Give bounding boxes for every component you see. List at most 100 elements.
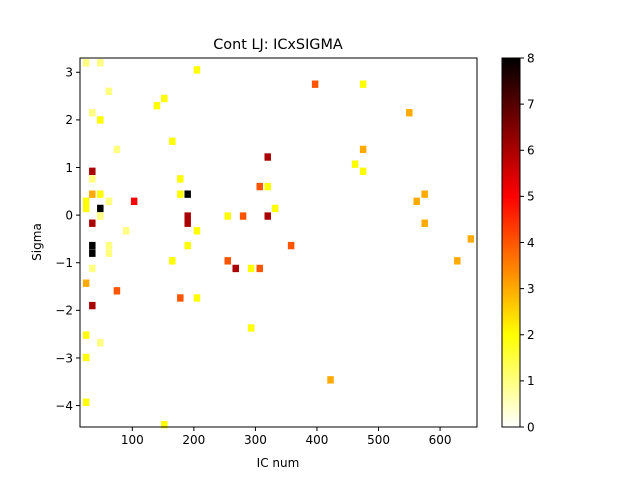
colorbar-tick-label: 6 xyxy=(527,144,535,158)
y-tick-label: 0 xyxy=(65,208,73,222)
y-tick-label: 2 xyxy=(65,113,73,127)
colorbar-tick-label: 7 xyxy=(527,97,535,111)
colorbar-ticks: 0 1 2 3 4 5 6 7 8 xyxy=(520,51,535,434)
colorbar-tick-label: 5 xyxy=(527,190,535,204)
y-axis-label: Sigma xyxy=(30,223,44,261)
heatmap-cell xyxy=(177,175,184,183)
heatmap-cell xyxy=(177,190,184,198)
heatmap-cell xyxy=(82,204,90,213)
heatmap-cell xyxy=(82,197,90,205)
heatmap-cell xyxy=(161,94,168,103)
x-axis-ticks: 100 200 300 400 500 600 xyxy=(121,427,452,447)
heatmap-cell xyxy=(82,59,90,67)
chart-title: Cont LJ: ICxSIGMA xyxy=(213,37,343,53)
heatmap-cell xyxy=(105,197,113,205)
heatmap-cell xyxy=(97,116,104,124)
heatmap-cell xyxy=(327,376,334,384)
colorbar-tick-label: 1 xyxy=(527,374,535,388)
heatmap-cell xyxy=(256,182,263,191)
heatmap-cell xyxy=(359,80,367,88)
heatmap-cell xyxy=(113,287,121,295)
heatmap-cell xyxy=(113,145,121,154)
heatmap-cell xyxy=(82,331,90,339)
heatmap-cell xyxy=(97,190,104,198)
heatmap-cell xyxy=(224,212,231,220)
heatmap-cell xyxy=(169,137,176,146)
heatmap-cell xyxy=(89,167,96,176)
heatmap-cell xyxy=(89,241,96,250)
heatmap-cell xyxy=(169,257,176,265)
heatmap-cell xyxy=(82,353,90,362)
heatmap-cell xyxy=(89,175,96,183)
heatmap-cell xyxy=(105,87,113,96)
heatmap-cell xyxy=(454,257,461,265)
heatmap-cell xyxy=(256,264,263,273)
x-tick-label: 100 xyxy=(121,433,144,447)
heatmap-cell xyxy=(89,109,96,117)
heatmap-cell xyxy=(184,190,191,198)
heatmap-cell xyxy=(161,420,168,429)
y-tick-label: −3 xyxy=(55,351,73,365)
y-tick-label: −4 xyxy=(55,399,73,413)
y-axis-ticks: −4 −3 −2 −1 0 1 2 3 xyxy=(55,66,80,413)
plot-area-frame xyxy=(79,57,478,428)
heatmap-cell xyxy=(413,197,420,205)
heatmap-cell xyxy=(130,197,138,205)
heatmap-cell xyxy=(105,249,113,257)
heatmap-cell xyxy=(122,227,130,235)
colorbar-tick-label: 8 xyxy=(527,51,535,65)
colorbar-tick-label: 4 xyxy=(527,236,535,250)
heatmap-cell xyxy=(184,241,191,250)
heatmap-cell xyxy=(421,190,428,198)
heatmap-cell xyxy=(271,204,279,213)
y-tick-label: −1 xyxy=(55,256,73,270)
y-tick-label: 1 xyxy=(65,161,73,175)
y-tick-label: −2 xyxy=(55,304,73,318)
heatmap-cell xyxy=(89,264,96,273)
heatmap-cells xyxy=(82,59,475,429)
heatmap-cell xyxy=(421,219,428,227)
heatmap-cell xyxy=(82,398,90,406)
y-tick-label: 3 xyxy=(65,66,73,80)
heatmap-cell xyxy=(247,264,255,273)
x-axis-label: IC num xyxy=(257,456,300,470)
heatmap-cell xyxy=(89,219,96,227)
x-tick-label: 400 xyxy=(306,433,329,447)
heatmap-cell xyxy=(97,204,104,213)
heatmap-cell xyxy=(97,339,104,347)
heatmap-cell xyxy=(193,227,201,235)
heatmap-cell xyxy=(89,301,96,310)
heatmap-cell xyxy=(359,167,367,176)
colorbar-tick-label: 0 xyxy=(527,420,535,434)
heatmap-cell xyxy=(264,182,271,191)
heatmap-cell xyxy=(105,241,113,250)
heatmap-cell xyxy=(247,324,255,332)
heatmap-cell xyxy=(184,219,191,227)
heatmap-cell xyxy=(264,153,271,161)
heatmap-cell xyxy=(467,235,475,243)
heatmap-cell xyxy=(264,212,271,220)
heatmap-cell xyxy=(311,80,319,88)
colorbar xyxy=(501,57,521,428)
heatmap-cell xyxy=(239,212,247,220)
heatmap-cell xyxy=(177,294,184,302)
x-tick-label: 600 xyxy=(429,433,452,447)
heatmap-cell xyxy=(97,212,104,220)
heatmap-cell xyxy=(351,160,359,168)
heatmap-cell xyxy=(184,212,191,220)
heatmap-cell xyxy=(287,241,295,250)
heatmap-cell xyxy=(359,145,367,154)
x-tick-label: 300 xyxy=(244,433,267,447)
heatmap-cell xyxy=(193,294,201,302)
heatmap-cell xyxy=(82,279,90,287)
x-tick-label: 200 xyxy=(182,433,205,447)
heatmap-cell xyxy=(406,109,413,117)
heatmap-cell xyxy=(153,101,161,110)
heatmap-cell xyxy=(232,264,239,273)
heatmap-cell xyxy=(193,66,201,74)
heatmap-cell xyxy=(224,257,231,265)
colorbar-tick-label: 2 xyxy=(527,328,535,342)
x-tick-label: 500 xyxy=(367,433,390,447)
